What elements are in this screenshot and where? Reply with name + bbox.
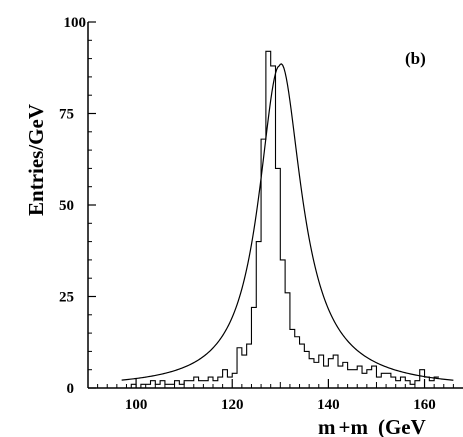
y-tick-label: 100 [64, 15, 87, 31]
x-ticks: 100 120 140 160 [97, 379, 454, 413]
y-axis-title: Entries/GeV [24, 104, 48, 216]
y-tick-label: 0 [67, 381, 75, 397]
panel-label: (b) [405, 49, 426, 68]
x-axis-title-main: m [318, 415, 336, 437]
y-tick-label: 75 [59, 107, 74, 123]
y-tick-label: 25 [59, 290, 74, 306]
svg-text:m+m(GeV: m +m (GeV [318, 415, 426, 437]
x-tick-label: 100 [125, 397, 148, 413]
x-tick-label: 160 [413, 397, 436, 413]
x-axis-title: m +m (GeV [318, 415, 426, 437]
histogram-series [126, 50, 439, 389]
fit-curve [121, 63, 454, 381]
x-axis-title-tail: +m [339, 415, 369, 437]
x-tick-label: 120 [221, 397, 244, 413]
x-axis-title-unit: (GeV [378, 415, 426, 437]
y-ticks: 0 25 50 75 100 [59, 15, 96, 397]
x-tick-label: 140 [317, 397, 340, 413]
y-tick-label: 50 [59, 198, 74, 214]
